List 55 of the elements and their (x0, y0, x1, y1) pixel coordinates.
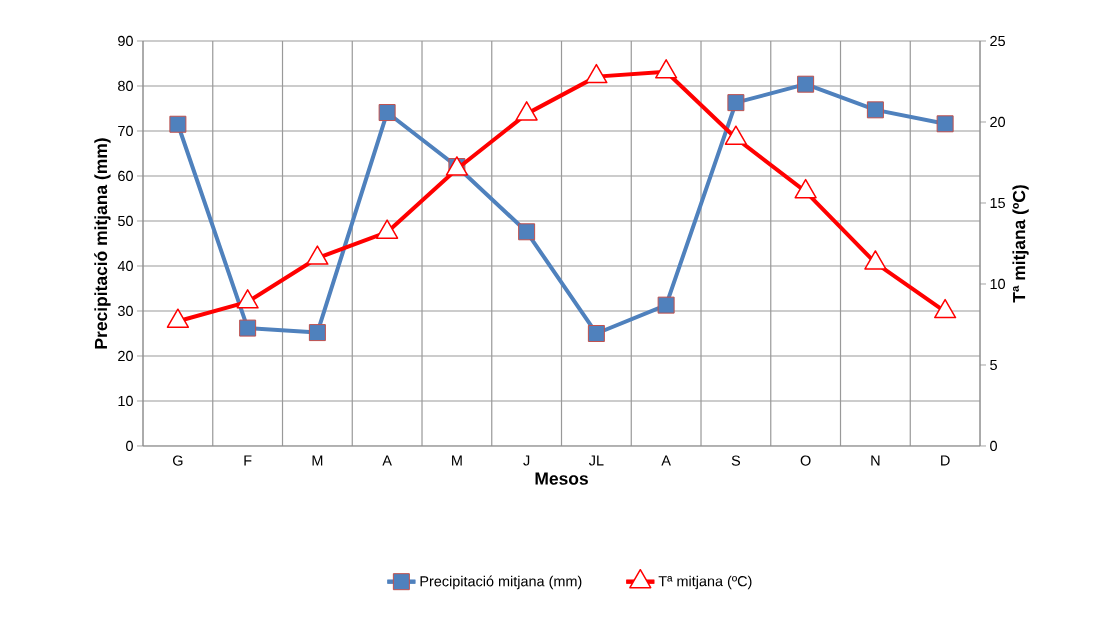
x-tick-label: N (871, 455, 880, 466)
point (724, 125, 748, 145)
point (375, 219, 399, 239)
point (166, 308, 190, 328)
x-tick-label: O (800, 455, 811, 466)
y2-tick-label: 5 (990, 359, 997, 371)
legend-label: Precipitació mitjana (mm) (420, 575, 582, 590)
y-tick-label: 0 (126, 440, 133, 452)
point (236, 289, 259, 309)
point (933, 298, 957, 319)
y-tick-label: 30 (117, 305, 133, 317)
y-axis-title: Precipitació mitjana (mm) (94, 138, 111, 349)
y2-tick-label: 20 (990, 116, 1006, 128)
point (239, 319, 257, 337)
y2-tick-label: 0 (990, 440, 997, 452)
y2-tick-label: 15 (990, 197, 1005, 209)
x-tick-label: S (731, 455, 741, 466)
legend-label: Tª mitjana (ºC) (658, 575, 752, 590)
y-tick-label: 90 (118, 35, 133, 47)
point (378, 104, 396, 122)
point (657, 296, 675, 314)
y2-axis-title: Tª mitjana (ºC) (1012, 185, 1029, 303)
y-tick-label: 20 (118, 350, 133, 362)
y-tick-label: 40 (117, 260, 133, 272)
point (587, 324, 605, 342)
point (797, 75, 815, 93)
point (655, 59, 678, 79)
point (936, 115, 954, 133)
y-tick-label: 70 (118, 125, 133, 137)
point (306, 245, 329, 265)
point (864, 250, 887, 270)
y2-tick-label: 10 (990, 278, 1006, 290)
y-tick-label: 50 (118, 215, 133, 227)
point (794, 178, 817, 199)
x-tick-label: A (661, 455, 671, 466)
x-tick-label: A (382, 455, 392, 466)
point (169, 115, 187, 133)
point (585, 63, 608, 84)
point (308, 324, 326, 342)
x-tick-label: JL (588, 455, 604, 466)
x-axis-title: Mesos (535, 472, 588, 485)
y-tick-label: 60 (118, 170, 133, 182)
point (727, 94, 745, 112)
x-tick-label: G (173, 455, 183, 466)
y2-tick-label: 25 (990, 35, 1005, 47)
x-tick-label: M (452, 455, 462, 466)
x-tick-label: M (312, 455, 323, 466)
point (866, 101, 884, 119)
x-tick-label: J (523, 455, 530, 466)
point (515, 101, 538, 121)
y-tick-label: 80 (118, 80, 133, 92)
point (518, 223, 536, 241)
y-tick-label: 10 (118, 395, 133, 407)
x-tick-label: F (244, 455, 252, 466)
x-tick-label: D (941, 455, 950, 466)
